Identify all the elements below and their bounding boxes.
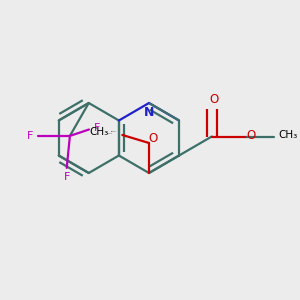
- Text: methoxy: methoxy: [111, 130, 118, 132]
- Text: CH₃: CH₃: [279, 130, 298, 140]
- Text: CH₃: CH₃: [89, 127, 108, 137]
- Text: O: O: [247, 129, 256, 142]
- Text: F: F: [27, 131, 33, 141]
- Text: F: F: [94, 122, 100, 133]
- Text: O: O: [209, 93, 218, 106]
- Text: N: N: [144, 106, 154, 119]
- Text: O: O: [148, 131, 158, 145]
- Text: methoxy: methoxy: [107, 132, 113, 134]
- Text: F: F: [64, 172, 70, 182]
